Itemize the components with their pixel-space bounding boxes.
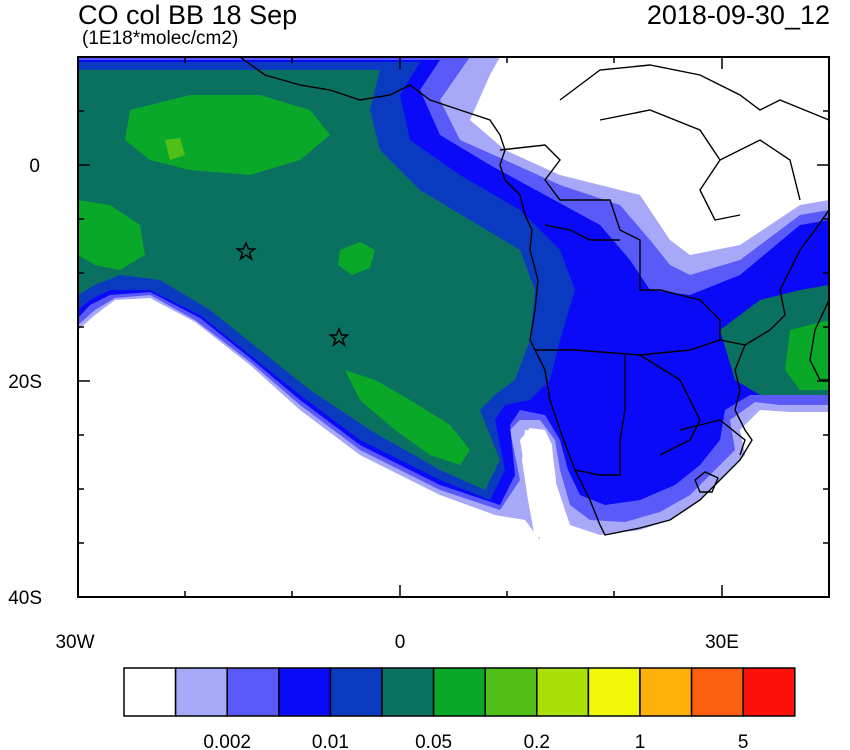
lon-label-30w: 30W (55, 632, 94, 653)
lat-label-0: 0 (29, 156, 40, 177)
colorbar-swatch (278, 667, 332, 717)
map-title: CO col BB 18 Sep (78, 0, 298, 30)
lat-label-40s: 40S (8, 588, 42, 609)
co-level-green-west (78, 200, 145, 270)
lon-label-30e: 30E (705, 632, 739, 653)
units-label: (1E18*molec/cm2) (82, 28, 239, 49)
markers (235, 241, 350, 347)
colorbar-swatch (639, 667, 693, 717)
madagascar-outline (809, 299, 829, 381)
coastlines (239, 57, 829, 536)
border-6 (559, 64, 829, 121)
lon-label-0: 0 (395, 632, 406, 653)
colorbar-tick-label: 0.002 (203, 732, 251, 750)
co-field (78, 57, 829, 540)
tick-marks (77, 56, 829, 598)
colorbar-swatch (432, 667, 486, 717)
colorbar-swatch (536, 667, 590, 717)
colorbar-tick-label: 0.01 (312, 732, 349, 750)
border-3 (574, 355, 626, 476)
datetime-label: 2018-09-30_12 (646, 0, 830, 30)
co-level-teal (78, 70, 535, 490)
africa-coastline (239, 57, 829, 536)
colorbar-swatch (174, 667, 228, 717)
border-9 (679, 419, 746, 456)
colorbar-swatch (587, 667, 641, 717)
colorbar-tick-label: 0.05 (415, 732, 452, 750)
colorbar-swatch (381, 667, 435, 717)
colorbar-swatch (329, 667, 383, 717)
co-level-east-green (785, 320, 829, 390)
colorbar-swatch (123, 667, 177, 717)
colorbar-swatch (226, 667, 280, 717)
co-level-bright-green (165, 138, 185, 160)
co-level-green-south (345, 370, 470, 465)
colorbar-tick-label: 1 (635, 732, 646, 750)
colorbar-tick-label: 5 (738, 732, 749, 750)
star-marker-2 (328, 327, 350, 347)
border-2 (535, 339, 746, 356)
border-8 (719, 139, 801, 201)
colorbar: 0.002 0.01 0.05 0.2 1 5 (123, 667, 796, 750)
colorbar-swatch (690, 667, 744, 717)
border-5 (544, 224, 620, 241)
lesotho-outline (694, 471, 719, 493)
star-marker-1 (235, 241, 257, 261)
colorbar-tick-label: 0.2 (524, 732, 550, 750)
colorbar-swatch (484, 667, 538, 717)
lat-label-20s: 20S (8, 372, 42, 393)
border-4 (639, 354, 701, 456)
no-data-region (490, 57, 829, 250)
border-1 (499, 144, 721, 340)
co-level-green-small (338, 242, 375, 275)
no-data-south-channel (522, 430, 556, 538)
colorbar-swatch (742, 667, 796, 717)
